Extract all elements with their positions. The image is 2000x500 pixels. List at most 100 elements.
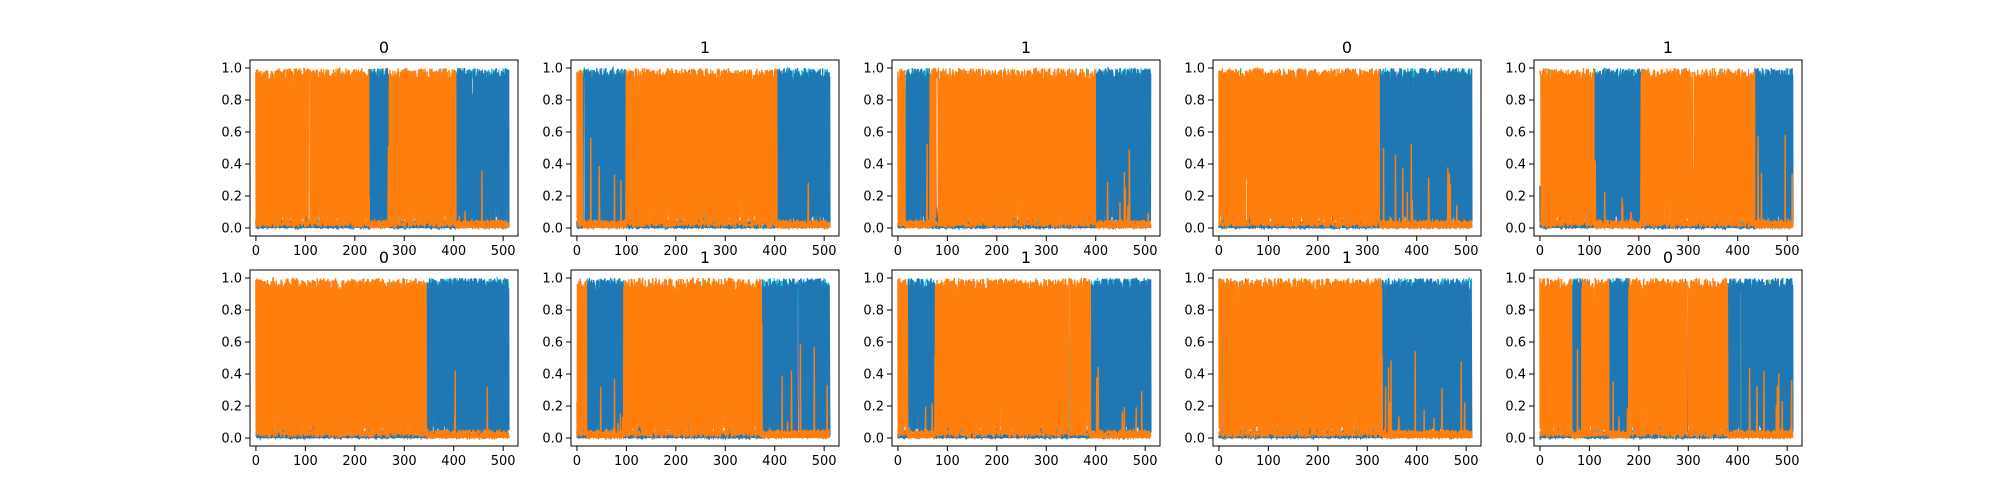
x-tick-label: 100 — [1577, 244, 1602, 259]
subplot-3: 0 100 200 300 400 500 0.0 0.2 0.4 0.6 0.8 1.0 1 — [863, 38, 1160, 259]
y-tick-label: 0.8 — [1184, 304, 1205, 319]
y-tick-label: 0.6 — [1184, 126, 1205, 141]
y-tick-label: 0.0 — [1505, 222, 1526, 237]
y-tick-label: 0.2 — [542, 190, 563, 205]
y-tick-label: 0.6 — [1505, 126, 1526, 141]
y-tick-label: 0.4 — [1505, 368, 1526, 383]
y-tick-label: 0.2 — [221, 400, 242, 415]
x-tick-label: 400 — [1725, 454, 1750, 469]
x-tick-label: 0 — [1536, 454, 1544, 469]
y-tick-label: 0.2 — [1505, 190, 1526, 205]
y-tick-label: 1.0 — [1505, 62, 1526, 77]
x-tick-label: 200 — [1626, 244, 1651, 259]
series-line-orange — [1540, 68, 1793, 228]
x-tick-label: 500 — [1775, 244, 1800, 259]
x-tick-label: 0 — [573, 454, 581, 469]
plot-area — [256, 278, 509, 438]
x-tick-label: 0 — [1215, 244, 1223, 259]
x-tick-label: 200 — [1305, 244, 1330, 259]
y-tick-label: 0.6 — [542, 336, 563, 351]
plot-area — [898, 278, 1151, 438]
y-tick-label: 0.0 — [863, 432, 884, 447]
y-tick-label: 0.6 — [221, 126, 242, 141]
plot-area — [577, 68, 830, 228]
y-tick-label: 0.0 — [221, 432, 242, 447]
x-tick-label: 500 — [812, 454, 837, 469]
x-tick-label: 300 — [392, 454, 417, 469]
y-tick-label: 0.8 — [542, 304, 563, 319]
x-tick-label: 300 — [1676, 454, 1701, 469]
y-tick-label: 0.4 — [542, 368, 563, 383]
x-tick-label: 300 — [713, 454, 738, 469]
subplot-title: 1 — [1021, 38, 1031, 57]
x-tick-label: 300 — [713, 244, 738, 259]
x-tick-label: 400 — [762, 244, 787, 259]
y-tick-label: 0.8 — [1505, 94, 1526, 109]
plot-area — [1219, 278, 1472, 438]
y-tick-label: 1.0 — [1184, 62, 1205, 77]
x-tick-label: 400 — [441, 454, 466, 469]
y-tick-label: 0.6 — [1184, 336, 1205, 351]
y-tick-label: 0.8 — [1184, 94, 1205, 109]
x-tick-label: 0 — [894, 454, 902, 469]
y-tick-label: 1.0 — [863, 62, 884, 77]
x-tick-label: 0 — [1215, 454, 1223, 469]
subplot-5: 0 100 200 300 400 5000.00.20.40.60.81.01 — [1505, 38, 1802, 259]
y-tick-label: 1.0 — [1505, 272, 1526, 287]
y-tick-label: 0.4 — [542, 158, 563, 173]
subplot-title: 0 — [379, 38, 389, 57]
y-tick-label: 0.0 — [542, 432, 563, 447]
subplot-8: 0 100 200 300 400 500 0.0 0.2 0.4 0.6 0.8 1.0 1 — [863, 248, 1160, 469]
x-tick-label: 500 — [1133, 454, 1158, 469]
subplot-7: 0 100 200 300 400 500 0.0 0.2 0.4 0.6 0.8 1.0 1 — [542, 248, 839, 469]
subplot-title: 1 — [1342, 248, 1352, 267]
y-tick-label: 0.4 — [1505, 158, 1526, 173]
subplot-4: 0 100 200 300 400 5000.00.20.40.60.81.00 — [1184, 38, 1481, 259]
x-tick-label: 100 — [614, 244, 639, 259]
subplot-title: 0 — [1342, 38, 1352, 57]
y-tick-label: 0.2 — [1184, 400, 1205, 415]
x-tick-label: 200 — [663, 454, 688, 469]
x-tick-label: 300 — [392, 244, 417, 259]
y-tick-label: 0.0 — [1505, 432, 1526, 447]
subplot-title: 0 — [379, 248, 389, 267]
x-tick-label: 200 — [663, 244, 688, 259]
y-tick-label: 0.6 — [1505, 336, 1526, 351]
y-tick-label: 1.0 — [221, 62, 242, 77]
x-tick-label: 200 — [984, 454, 1009, 469]
x-tick-label: 500 — [491, 454, 516, 469]
x-tick-label: 0 — [1536, 244, 1544, 259]
x-tick-label: 100 — [293, 244, 318, 259]
x-tick-label: 200 — [342, 244, 367, 259]
subplot-title: 1 — [1663, 38, 1673, 57]
x-tick-label: 400 — [1404, 454, 1429, 469]
x-tick-label: 100 — [1577, 454, 1602, 469]
y-tick-label: 0.4 — [863, 158, 884, 173]
y-tick-label: 0.2 — [863, 400, 884, 415]
y-tick-label: 0.8 — [221, 304, 242, 319]
x-tick-label: 500 — [1775, 454, 1800, 469]
x-tick-label: 300 — [1355, 244, 1380, 259]
x-tick-label: 500 — [1454, 454, 1479, 469]
x-tick-label: 400 — [762, 454, 787, 469]
y-tick-label: 0.6 — [221, 336, 242, 351]
y-tick-label: 0.6 — [863, 336, 884, 351]
plot-area — [1219, 68, 1472, 228]
y-tick-label: 0.4 — [221, 158, 242, 173]
x-tick-label: 0 — [894, 244, 902, 259]
x-tick-label: 100 — [293, 454, 318, 469]
y-tick-label: 0.8 — [542, 94, 563, 109]
x-tick-label: 400 — [1083, 454, 1108, 469]
y-tick-label: 0.4 — [863, 368, 884, 383]
x-tick-label: 500 — [812, 244, 837, 259]
subplot-title: 1 — [700, 248, 710, 267]
y-tick-label: 0.0 — [863, 222, 884, 237]
plot-area — [256, 68, 509, 228]
x-tick-label: 500 — [491, 244, 516, 259]
x-tick-label: 200 — [1626, 454, 1651, 469]
y-tick-label: 0.2 — [863, 190, 884, 205]
x-tick-label: 300 — [1034, 454, 1059, 469]
plot-area — [1540, 68, 1793, 228]
x-tick-label: 400 — [441, 244, 466, 259]
